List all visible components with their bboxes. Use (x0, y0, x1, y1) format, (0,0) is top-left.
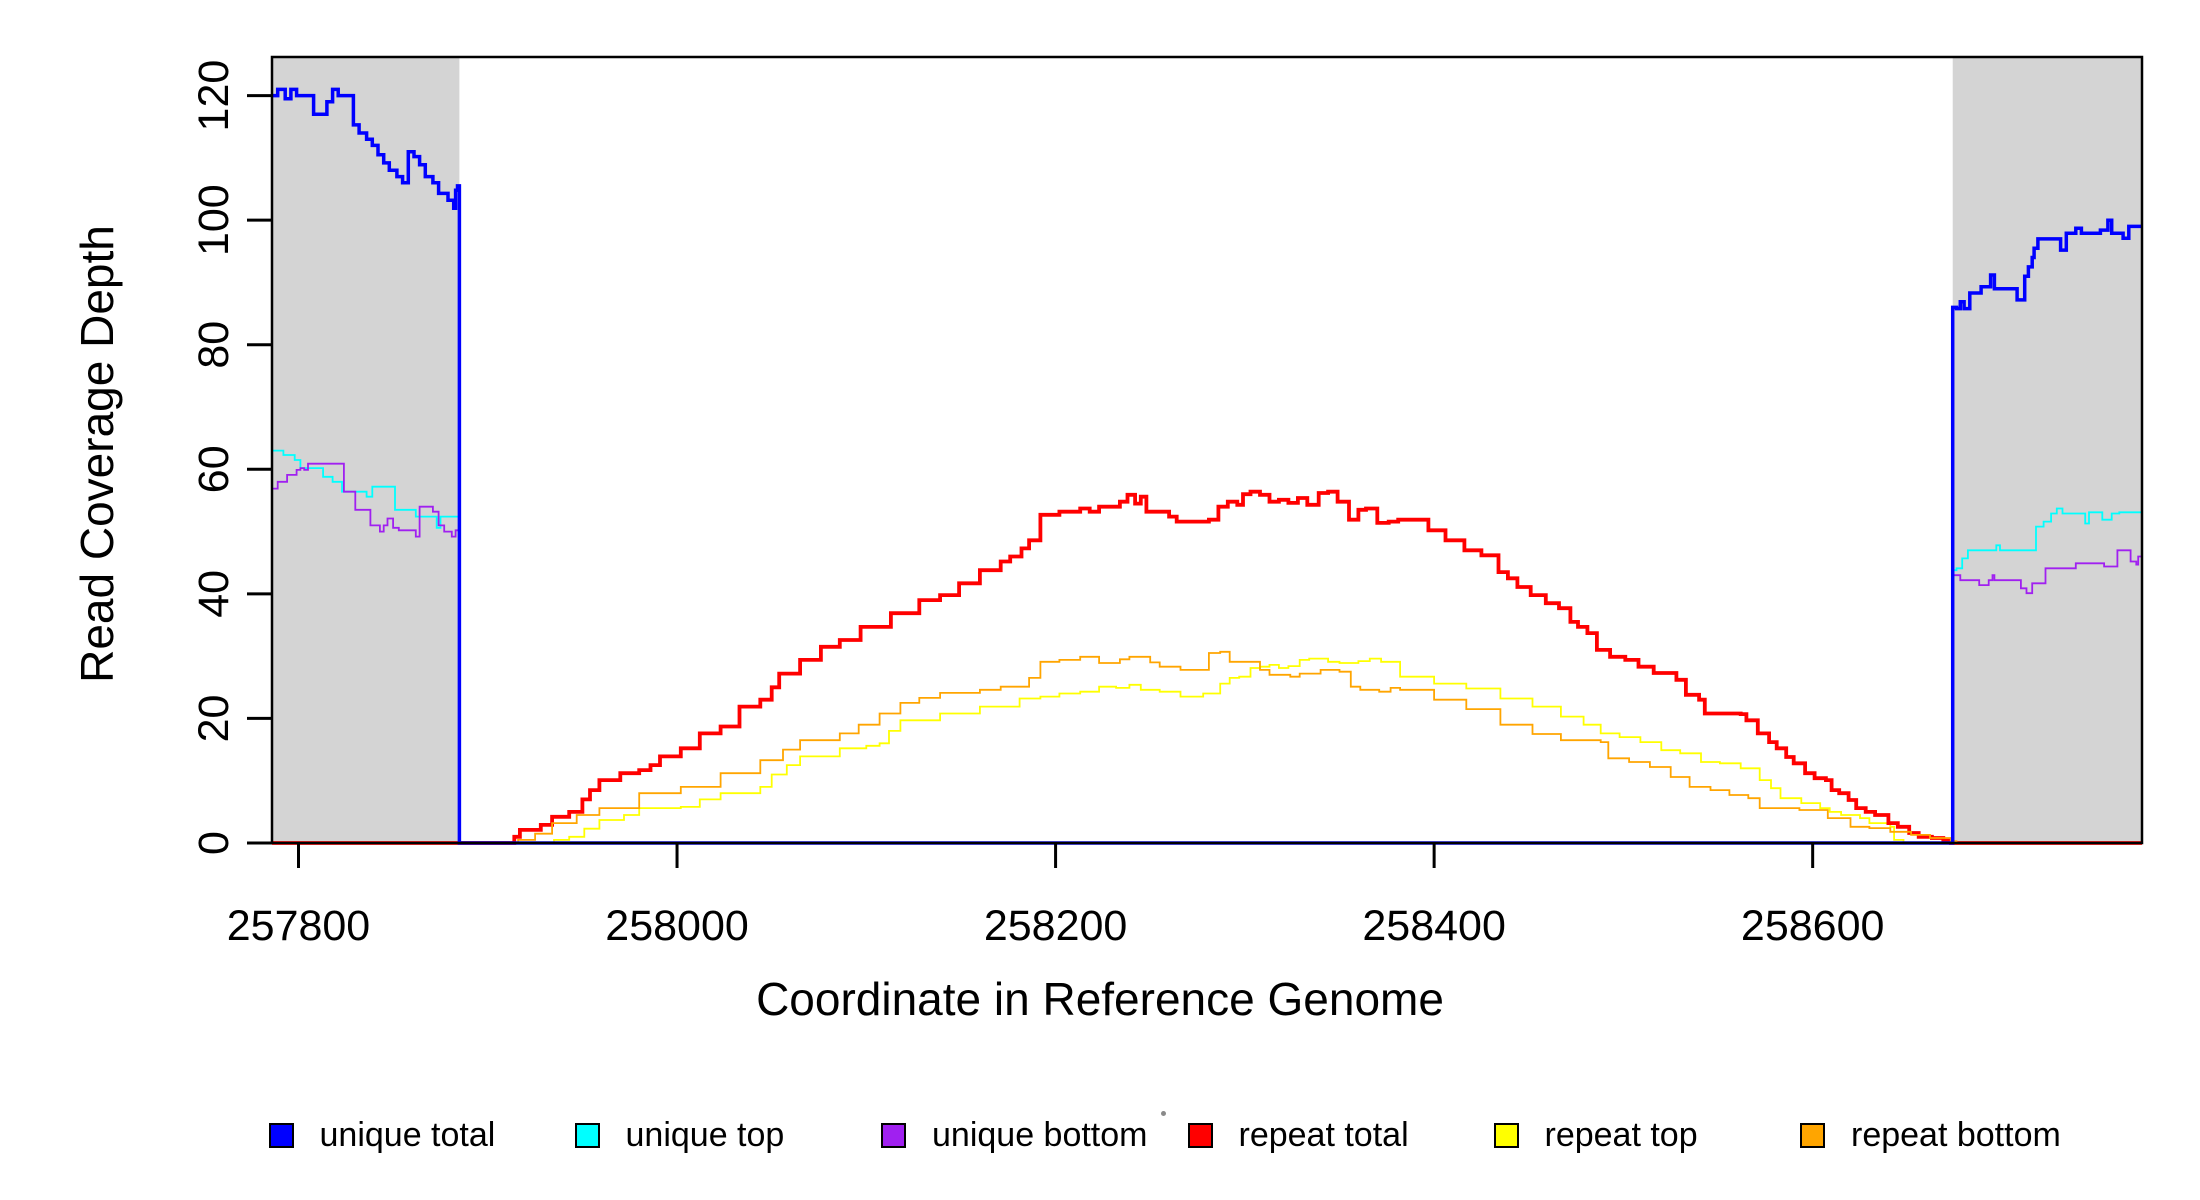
legend-item-repeat-bottom: repeat bottom (1800, 1110, 2061, 1160)
x-tick-label: 258200 (984, 902, 1128, 950)
legend-swatch-unique-bottom (881, 1122, 906, 1148)
legend-item-repeat-total: repeat total (1187, 1110, 1409, 1160)
x-axis-title: Coordinate in Reference Genome (756, 973, 1444, 1025)
y-tick-label: 20 (190, 695, 238, 743)
legend-swatch-unique-top (574, 1122, 600, 1148)
x-tick-label: 258400 (1362, 902, 1506, 950)
legend-item-unique-total: unique total (268, 1110, 496, 1160)
legend-label: unique top (625, 1115, 785, 1154)
legend-label: unique bottom (932, 1115, 1148, 1154)
x-tick-label: 258000 (605, 902, 749, 950)
x-tick-label: 258600 (1741, 902, 1885, 950)
plot-border (270, 55, 2144, 845)
left-flank-shade (272, 57, 460, 843)
series-line-repeat-top (272, 657, 2142, 844)
legend-swatch-unique-total (268, 1122, 294, 1148)
y-axis-title: Read Coverage Depth (71, 225, 123, 683)
stray-dot-artifact (1161, 1111, 1166, 1116)
legend-label: repeat top (1544, 1115, 1698, 1154)
series-line-repeat-total (272, 489, 2142, 845)
legend-swatch-repeat-top (1493, 1122, 1519, 1148)
legend-item-unique-bottom: unique bottom (881, 1110, 1148, 1160)
y-tick-label: 80 (190, 321, 238, 369)
legend-swatch-repeat-total (1187, 1122, 1213, 1148)
legend-label: repeat total (1238, 1115, 1409, 1154)
y-tick-label: 0 (190, 831, 238, 855)
series-line-unique-top (272, 449, 2143, 844)
legend-item-unique-top: unique top (574, 1110, 785, 1160)
y-tick-label: 40 (190, 570, 238, 618)
x-tick-label: 257800 (227, 902, 371, 950)
right-flank-shade (1952, 57, 2142, 843)
legend-item-repeat-top: repeat top (1493, 1110, 1698, 1160)
y-tick-label: 60 (190, 445, 238, 493)
shaded-regions (272, 57, 2142, 843)
series-line-unique-total (272, 87, 2142, 845)
series-lines (272, 87, 2143, 845)
legend-label: repeat bottom (1851, 1115, 2061, 1154)
series-line-repeat-bottom (272, 650, 2142, 844)
axis-tick-labels: 257800 258000 258200 258400 258600 0 20 40 60 80 1… (190, 60, 1884, 950)
y-tick-label: 100 (190, 184, 238, 256)
axis-ticks (247, 94, 1815, 868)
legend: unique total unique top unique bottom repea… (0, 1110, 2200, 1170)
legend-label: unique total (319, 1115, 496, 1154)
y-tick-label: 120 (190, 60, 238, 132)
series-line-unique-bottom (272, 462, 2142, 844)
legend-swatch-repeat-bottom (1800, 1122, 1825, 1148)
